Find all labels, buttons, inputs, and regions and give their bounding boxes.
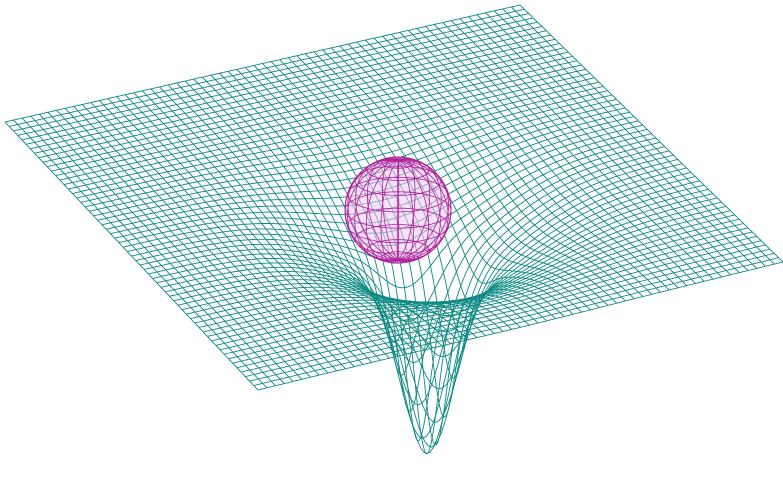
mesh-line (219, 223, 744, 351)
mesh-line (502, 8, 766, 267)
mesh-line (215, 218, 740, 346)
mesh-line (476, 14, 740, 274)
mesh-line (240, 244, 766, 373)
mesh-line (493, 10, 758, 269)
sphere-line (396, 156, 400, 264)
spacetime-mesh (4, 4, 783, 455)
mesh-line (249, 252, 775, 382)
mesh-line (236, 240, 762, 369)
mass-sphere (344, 156, 452, 264)
sphere-line (354, 158, 442, 262)
mesh-line (442, 22, 705, 282)
mesh-line (459, 18, 723, 278)
mesh-line (253, 257, 779, 386)
mesh-line (228, 231, 753, 360)
mesh-line (485, 12, 749, 271)
mesh-line (232, 235, 757, 364)
mesh-line (450, 20, 714, 280)
sphere-line (355, 158, 441, 262)
mesh-line (511, 6, 775, 265)
mesh-line (519, 4, 783, 263)
sphere-line (380, 156, 416, 264)
sphere-line (365, 157, 431, 263)
sphere-line (347, 159, 449, 261)
mesh-line (468, 16, 731, 276)
sphere-line (344, 159, 452, 261)
mesh-line (245, 248, 770, 378)
mesh-line (257, 261, 783, 391)
mesh-line (224, 227, 749, 355)
